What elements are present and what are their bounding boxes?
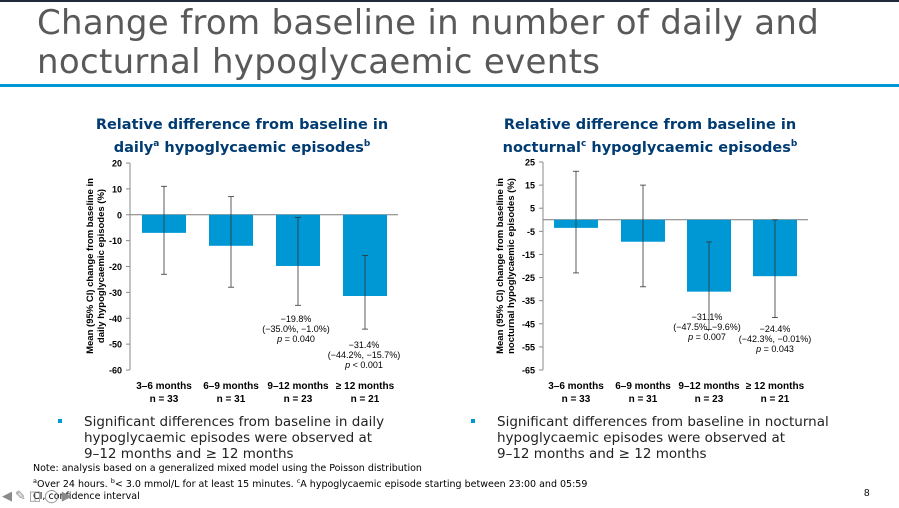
page-number: 8 (864, 488, 870, 499)
nocturnal-y-axis-label-line2: nocturnal hypoglycaemic episodes (%) (506, 178, 517, 354)
daily-n-label: n = 23 (284, 394, 313, 405)
right-bullet-line2: hypoglycaemic episodes were observed at (497, 430, 786, 446)
daily-category-label: 9–12 months (267, 381, 329, 392)
nocturnal-y-tick-label: -35 (522, 296, 535, 306)
nocturnal-annotation-ci: (−42.3%, −0.01%) (739, 334, 812, 344)
daily-y-tick-label: -60 (109, 366, 122, 376)
daily-y-axis-label-line2: daily hypoglycaemic episodes (%) (96, 189, 107, 343)
daily-annotation-ci: (−44.2%, −15.7%) (328, 350, 401, 360)
daily-y-tick-label: -30 (109, 288, 122, 298)
nocturnal-annotation-value: −31.1% (692, 312, 723, 322)
top-border (0, 0, 899, 2)
slide-nav-toolbar: ◀ ✎ ◫ ◯ ▶ (2, 485, 102, 507)
daily-category-label: 3–6 months (136, 381, 192, 392)
daily-annotation-ci: (−35.0%, −1.0%) (262, 324, 330, 334)
nocturnal-y-tick-label: -45 (522, 319, 535, 329)
daily-y-tick-label: -50 (109, 340, 122, 350)
bullet-square-icon (58, 419, 62, 423)
daily-annotation-p: p < 0.001 (344, 360, 383, 370)
nocturnal-category-label: 6–9 months (615, 381, 671, 392)
slide-title-line2: nocturnal hypoglycaemic events (37, 42, 601, 82)
nocturnal-y-tick-label: -25 (522, 273, 535, 283)
right-bullet-line3: 9–12 months and ≥ 12 months (497, 446, 707, 462)
back-arrow-icon[interactable]: ◀ (2, 488, 12, 503)
right-title-word: nocturnal (502, 139, 582, 156)
daily-n-label: n = 31 (217, 394, 246, 405)
left-title-rest: hypoglycaemic episodes (159, 139, 364, 156)
nocturnal-y-tick-label: -5 (527, 227, 535, 237)
footnote-line3: CI, confidence interval (33, 491, 140, 503)
nocturnal-y-tick-label: 5 (530, 204, 535, 214)
daily-y-tick-label: -10 (109, 236, 122, 246)
daily-category-label: 6–9 months (203, 381, 259, 392)
left-bullet-line1: Significant differences from baseline in… (84, 414, 385, 430)
nocturnal-annotation-value: −24.4% (760, 324, 791, 334)
daily-annotation-p: p = 0.040 (276, 334, 315, 344)
left-title-word: daily (113, 139, 154, 156)
nocturnal-annotation-p: p = 0.043 (755, 344, 794, 354)
nocturnal-y-tick-label: -55 (522, 342, 535, 352)
slide-title-line1: Change from baseline in number of daily … (37, 3, 820, 43)
left-title-sup1: a (153, 139, 160, 149)
footnote-line2: aOver 24 hours. b< 3.0 mmol/L for at lea… (33, 477, 588, 491)
left-chart-title-line1: Relative difference from baseline in (95, 117, 389, 133)
left-title-sup2: b (363, 139, 371, 149)
pen-icon[interactable]: ✎ (15, 488, 26, 503)
nocturnal-n-label: n = 21 (761, 394, 790, 405)
right-title-sup1: c (581, 139, 587, 149)
left-bullet-line2: hypoglycaemic episodes were observed at (84, 430, 373, 446)
nocturnal-y-tick-label: 25 (525, 158, 535, 168)
right-chart-title-line2: nocturnalc hypoglycaemic episodesb (470, 135, 830, 158)
daily-y-tick-label: -40 (109, 314, 122, 324)
right-title-rest: hypoglycaemic episodes (586, 139, 791, 156)
slide-title: Change from baseline in number of daily … (37, 4, 857, 82)
zoom-icon[interactable]: ◯ (44, 488, 59, 503)
nocturnal-y-axis-label-line1: Mean (95% CI) change from baseline in (495, 178, 506, 354)
left-chart-title: Relative difference from baseline in dai… (62, 116, 422, 158)
nocturnal-annotation-p: p = 0.007 (687, 332, 726, 342)
daily-annotation-value: −19.8% (281, 314, 312, 324)
left-bullet-line3: 9–12 months and ≥ 12 months (84, 446, 294, 462)
daily-n-label: n = 21 (351, 394, 380, 405)
forward-arrow-icon[interactable]: ▶ (61, 488, 72, 503)
footnotes: Note: analysis based on a generalized mi… (33, 463, 587, 503)
right-title-sup2: b (790, 139, 798, 149)
title-divider (0, 84, 899, 87)
right-chart-title: Relative difference from baseline in noc… (470, 116, 830, 158)
daily-category-label: ≥ 12 months (336, 381, 395, 392)
nocturnal-y-tick-label: -65 (522, 366, 535, 376)
daily-y-tick-label: 20 (112, 159, 122, 169)
nocturnal-y-tick-label: -15 (522, 250, 535, 260)
left-chart-title-line2: dailya hypoglycaemic episodesb (62, 135, 422, 158)
daily-y-tick-label: -20 (109, 262, 122, 272)
bullet-square-icon (471, 419, 475, 423)
daily-annotation-value: −31.4% (349, 340, 380, 350)
nocturnal-annotation-ci: (−47.5%, −9.6%) (673, 322, 741, 332)
footnote-line1: Note: analysis based on a generalized mi… (33, 463, 422, 474)
nocturnal-category-label: 3–6 months (548, 381, 604, 392)
right-chart-title-line1: Relative difference from baseline in (503, 117, 797, 133)
nocturnal-n-label: n = 31 (629, 394, 658, 405)
daily-y-axis-label-line1: Mean (95% CI) change from baseline in (85, 178, 96, 354)
nocturnal-category-label: 9–12 months (678, 381, 740, 392)
nocturnal-n-label: n = 33 (562, 394, 591, 405)
daily-y-tick-label: 10 (112, 184, 122, 194)
nocturnal-y-tick-label: 15 (525, 181, 535, 191)
right-bullet-line1: Significant differences from baseline in… (497, 414, 829, 430)
nocturnal-category-label: ≥ 12 months (746, 381, 805, 392)
nocturnal-n-label: n = 23 (695, 394, 724, 405)
daily-y-tick-label: 0 (117, 210, 122, 220)
menu-icon[interactable]: ◫ (28, 488, 42, 503)
daily-n-label: n = 33 (150, 394, 179, 405)
